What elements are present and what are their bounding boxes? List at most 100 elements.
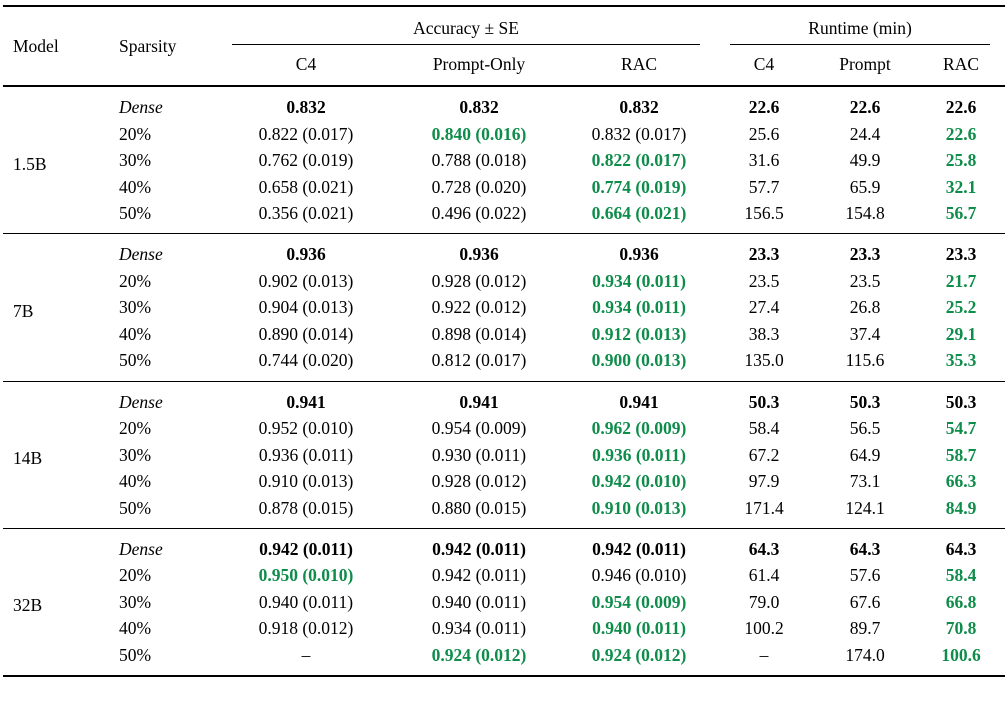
cell-runtime-c4: 100.2: [744, 618, 784, 639]
cell-accuracy-prompt-only: 0.728 (0.020): [431, 176, 527, 197]
cell-runtime-c4: 156.5: [744, 203, 784, 224]
table-row: 20% 0.822 (0.017) 0.840 (0.016) 0.832 (0.01…: [3, 121, 1005, 148]
table-row: 50% 0.744 (0.020) 0.812 (0.017) 0.900 (0.01…: [3, 347, 1005, 381]
cell-accuracy-c4: 0.890 (0.014): [258, 323, 354, 344]
cell-runtime-c4: 58.4: [748, 418, 780, 438]
cell-runtime-rac: 35.3: [945, 350, 977, 371]
cell-runtime-c4: 61.4: [748, 565, 780, 586]
group-header-runtime-label: Runtime (min): [730, 16, 991, 46]
cell-accuracy-prompt-only: 0.928 (0.012): [431, 270, 527, 291]
column-header-accuracy-c4: C4: [295, 54, 317, 75]
cell-accuracy-c4: 0.941: [286, 391, 326, 412]
cell-runtime-prompt: 65.9: [849, 176, 881, 197]
cell-runtime-c4: 50.3: [748, 391, 780, 412]
sparsity-label: 40%: [119, 323, 152, 344]
table-row: 50% 0.878 (0.015) 0.880 (0.015) 0.910 (0.01…: [3, 494, 1005, 528]
cell-accuracy-rac: 0.924 (0.012): [591, 644, 687, 665]
cell-runtime-c4: 67.2: [748, 444, 780, 465]
cell-accuracy-c4: 0.910 (0.013): [258, 471, 354, 491]
table-row: 40% 0.890 (0.014) 0.898 (0.014) 0.912 (0.01…: [3, 321, 1005, 348]
cell-accuracy-rac: 0.900 (0.013): [591, 350, 687, 371]
cell-runtime-prompt: 24.4: [849, 123, 881, 144]
cell-runtime-rac: 22.6: [945, 123, 977, 144]
cell-accuracy-rac: 0.774 (0.019): [591, 176, 687, 197]
sparsity-label: 40%: [119, 471, 152, 491]
sparsity-label: 30%: [119, 444, 152, 465]
cell-accuracy-c4: 0.762 (0.019): [258, 150, 354, 171]
cell-runtime-prompt: 67.6: [849, 591, 881, 612]
cell-runtime-prompt: 49.9: [849, 150, 881, 171]
model-block: 7B Dense 0.936 0.936 0.936 23.3 23.3 23.3 20% 0.9…: [3, 233, 1006, 381]
model-block: 14B Dense 0.941 0.941 0.941 50.3 50.3 50.3 20% 0.…: [3, 381, 1006, 528]
cell-accuracy-rac: 0.941: [619, 391, 659, 412]
cell-runtime-c4: –: [759, 644, 769, 665]
cell-accuracy-prompt-only: 0.941: [459, 391, 499, 412]
cell-runtime-c4: 38.3: [748, 323, 780, 344]
sparsity-label: Dense: [119, 391, 163, 412]
model-block: 32B Dense 0.942 (0.011) 0.942 (0.011) 0.942 …: [3, 528, 1006, 676]
header-group-row: Model Sparsity Accuracy ± SE Runtime (mi…: [3, 6, 1005, 56]
cell-accuracy-prompt-only: 0.928 (0.012): [431, 471, 527, 491]
cell-runtime-rac: 100.6: [941, 644, 981, 665]
cell-accuracy-prompt-only: 0.840 (0.016): [431, 123, 527, 144]
sparsity-label: 20%: [119, 418, 152, 438]
cell-accuracy-c4: 0.918 (0.012): [258, 618, 354, 639]
cell-runtime-prompt: 23.3: [849, 244, 881, 265]
cell-accuracy-c4: 0.878 (0.015): [258, 497, 354, 518]
table-row: 32B Dense 0.942 (0.011) 0.942 (0.011) 0.942 …: [3, 528, 1005, 615]
cell-runtime-c4: 23.3: [748, 244, 780, 265]
table-row: 40% 0.918 (0.012) 0.934 (0.011) 0.940 (0.01…: [3, 615, 1005, 642]
cell-accuracy-c4: 0.832: [286, 97, 326, 118]
cell-runtime-rac: 56.7: [945, 203, 977, 224]
cell-accuracy-prompt-only: 0.924 (0.012): [431, 644, 527, 665]
cell-runtime-c4: 79.0: [748, 591, 780, 612]
cell-runtime-rac: 21.7: [945, 270, 977, 291]
cell-runtime-c4: 27.4: [748, 297, 780, 318]
cell-accuracy-prompt-only: 0.812 (0.017): [431, 350, 527, 371]
cell-accuracy-rac: 0.942 (0.010): [591, 471, 687, 491]
cell-accuracy-prompt-only: 0.940 (0.011): [431, 591, 527, 612]
cell-runtime-c4: 97.9: [748, 471, 780, 491]
cell-runtime-prompt: 22.6: [849, 97, 881, 118]
cell-runtime-rac: 66.8: [945, 591, 977, 612]
group-header-runtime: Runtime (min): [715, 6, 1005, 46]
column-header-accuracy-rac: RAC: [621, 54, 657, 75]
table-row: 20% 0.902 (0.013) 0.928 (0.012) 0.934 (0.01…: [3, 268, 1005, 295]
cell-accuracy-c4: –: [301, 644, 311, 665]
cell-runtime-c4: 57.7: [748, 176, 780, 197]
cell-accuracy-rac: 0.946 (0.010): [591, 565, 687, 586]
cell-accuracy-rac: 0.942 (0.011): [592, 538, 686, 559]
cell-runtime-rac: 25.2: [945, 297, 977, 318]
table-row: 30% 0.940 (0.011) 0.940 (0.011) 0.954 (0.00…: [3, 588, 1005, 615]
cell-runtime-rac: 25.8: [945, 150, 977, 171]
sparsity-label: 50%: [119, 497, 152, 518]
sparsity-label: Dense: [119, 538, 163, 559]
cell-accuracy-c4: 0.904 (0.013): [258, 297, 354, 318]
cell-accuracy-prompt-only: 0.788 (0.018): [431, 150, 527, 171]
table-row: 40% 0.658 (0.021) 0.728 (0.020) 0.774 (0.01…: [3, 174, 1005, 201]
table-row: 50% – 0.924 (0.012) 0.924 (0.012) – 174.0 100.…: [3, 641, 1005, 675]
cell-runtime-c4: 64.3: [748, 538, 780, 559]
cell-accuracy-c4: 0.902 (0.013): [258, 270, 354, 291]
cell-accuracy-prompt-only: 0.880 (0.015): [431, 497, 527, 518]
cell-accuracy-rac: 0.664 (0.021): [591, 203, 687, 224]
cell-runtime-c4: 171.4: [744, 497, 784, 518]
cell-accuracy-prompt-only: 0.942 (0.011): [431, 565, 527, 586]
sparsity-label: 20%: [119, 565, 152, 586]
sparsity-label: 40%: [119, 176, 152, 197]
cell-runtime-prompt: 115.6: [845, 350, 885, 371]
cell-accuracy-prompt-only: 0.496 (0.022): [431, 203, 527, 224]
cell-accuracy-c4: 0.658 (0.021): [258, 176, 354, 197]
table-row: 20% 0.952 (0.010) 0.954 (0.009) 0.962 (0.00…: [3, 415, 1005, 442]
column-header-accuracy-prompt-only: Prompt-Only: [432, 54, 526, 75]
model-block: 1.5B Dense 0.832 0.832 0.832 22.6 22.6 22.6 20% 0…: [3, 86, 1005, 234]
cell-accuracy-prompt-only: 0.898 (0.014): [431, 323, 527, 344]
cell-runtime-c4: 22.6: [748, 97, 780, 118]
cell-runtime-prompt: 154.8: [845, 203, 885, 224]
cell-accuracy-c4: 0.356 (0.021): [258, 203, 354, 224]
cell-runtime-prompt: 57.6: [849, 565, 881, 586]
table-header: Model Sparsity Accuracy ± SE Runtime (mi…: [3, 6, 1006, 87]
model-label: 1.5B: [13, 153, 47, 174]
table-row: 30% 0.762 (0.019) 0.788 (0.018) 0.822 (0.01…: [3, 147, 1005, 174]
cell-runtime-rac: 23.3: [945, 244, 977, 265]
